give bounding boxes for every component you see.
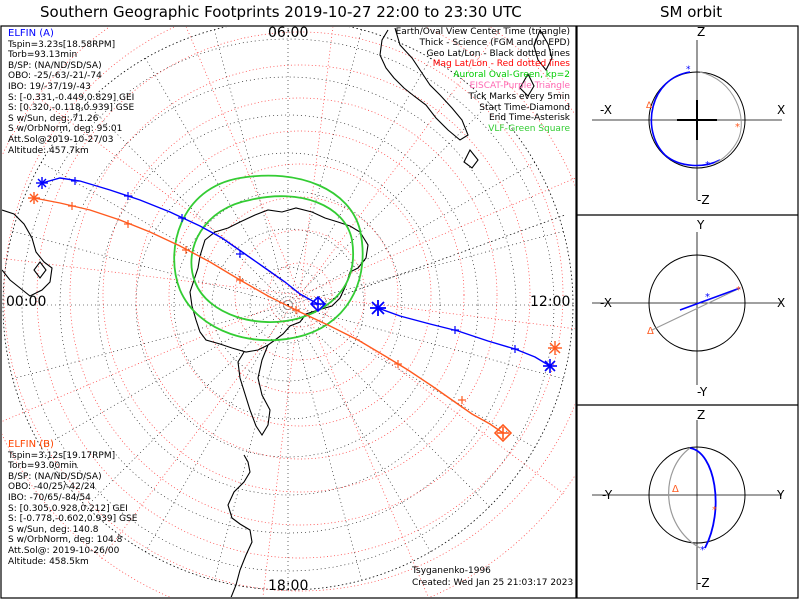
- elfin-b-line: IBO: -70/65/-84/54: [8, 492, 91, 503]
- svg-text:*: *: [736, 285, 741, 296]
- elfin-a-start-diamond: [309, 295, 327, 313]
- sm-panel-xy: Δ * *: [592, 232, 782, 385]
- sm1-left-label: -X: [600, 103, 612, 117]
- svg-text:*: *: [705, 292, 710, 303]
- sm3-right-label: Y: [777, 488, 785, 502]
- sm-panel-xz: * Δ * *: [592, 40, 782, 200]
- tasmania-coastline: [463, 148, 479, 169]
- svg-text:*: *: [712, 505, 717, 516]
- sm2-top-label: Y: [697, 218, 705, 232]
- sm2-left-label: -X: [600, 296, 612, 310]
- africa-coastline: [2, 209, 53, 297]
- svg-text:*: *: [705, 160, 710, 171]
- svg-text:*: *: [700, 545, 705, 556]
- auroral-oval-inner: [190, 195, 354, 323]
- legend-item: Earth/Oval View Center Time (triangle): [395, 27, 570, 37]
- elfin-a-end-asterisk-2: [543, 359, 557, 373]
- sm1-bottom-label: -Z: [697, 193, 710, 207]
- auroral-oval-outer: [173, 174, 364, 342]
- elfin-b-line: Tspin=3.12s[19.17RPM]: [8, 450, 116, 461]
- elfin-a-orbit-track-2: [377, 307, 551, 367]
- elfin-a-tick-marks: [71, 177, 519, 353]
- svg-text:*: *: [686, 65, 691, 75]
- time-label-bottom: 18:00: [268, 578, 309, 594]
- time-label-top: 06:00: [268, 25, 309, 41]
- sm-panel-yz: Δ * *: [592, 420, 782, 590]
- elfin-b-line: S: [0.305,0.928,0.212] GEI: [8, 503, 128, 514]
- elfin-a-line: Altitude: 457.7km: [8, 145, 89, 156]
- elfin-b-line: S w/Sun, deg: 140.8: [8, 524, 99, 535]
- elfin-b-orbit-track: [33, 197, 504, 434]
- credit-label: Tsyganenko-1996: [412, 566, 491, 576]
- legend-item: End Time-Asterisk: [488, 113, 570, 124]
- sm1-top-label: Z: [697, 25, 706, 39]
- elfin-b-start-asterisk: [28, 192, 40, 204]
- australia-coastline: [379, 27, 469, 141]
- sm2-right-label: X: [777, 296, 786, 310]
- new-zealand-coastline: [519, 28, 553, 97]
- elfin-a-line: S: [0.320,-0.118,0.939] GSE: [8, 103, 135, 114]
- elfin-b-line: OBO: -40/25/-42/24: [8, 482, 96, 493]
- elfin-a-start-asterisk: [36, 177, 48, 189]
- svg-text:*: *: [735, 122, 740, 133]
- elfin-b-line: Torb=93.00min: [8, 461, 78, 472]
- sm3-top-label: Z: [697, 408, 706, 422]
- elfin-a-name: ELFIN (A): [8, 28, 54, 39]
- legend-item: Thick - Science (FGM and/or EPD): [419, 37, 570, 48]
- elfin-a-line: B/SP: (NA/ND/SD/SA): [8, 60, 102, 71]
- elfin-a-line: S w/OrbNorm, deg: 95.01: [8, 124, 123, 135]
- antarctica-coastline: [189, 207, 369, 353]
- sm2-bottom-label: -Y: [697, 385, 708, 399]
- elfin-a-line: S w/Sun, deg: 71.26: [8, 113, 99, 124]
- peninsula-coastline: [237, 344, 271, 437]
- svg-text:Δ: Δ: [672, 484, 679, 495]
- legend-item: EISCAT-Purple Triangle: [469, 80, 570, 91]
- elfin-a-line: IBO: 19/-37/19/-43: [8, 81, 91, 92]
- time-label-left: 00:00: [6, 294, 47, 310]
- elfin-a-line: Tspin=3.23s[18.58RPM]: [8, 39, 116, 50]
- sm-orbit-title: SM orbit: [660, 3, 723, 21]
- elfin-b-line: S w/OrbNorm, deg: 104.8: [8, 535, 123, 546]
- map-legend: Earth/Oval View Center Time (triangle) T…: [396, 27, 570, 135]
- elfin-a-info: ELFIN (A) Tspin=3.23s[18.58RPM] Torb=93.…: [8, 28, 135, 156]
- sm1-right-label: X: [777, 103, 786, 117]
- elfin-a-orbit-track: [41, 177, 319, 305]
- elfin-a-line: Torb=93.13min: [8, 50, 78, 61]
- elfin-a-line: Att.Sol@2019-10-27/03: [8, 134, 114, 145]
- elfin-b-asterisk: [548, 341, 562, 355]
- svg-text:Δ: Δ: [647, 326, 654, 337]
- svg-text:Δ: Δ: [646, 101, 653, 111]
- time-label-right: 12:00: [530, 294, 571, 310]
- island-coastline: [33, 261, 47, 279]
- sm3-bottom-label: -Z: [697, 576, 710, 590]
- elfin-b-tick-marks: [68, 202, 466, 404]
- legend-item: Geo Lat/Lon - Black dotted lines: [426, 48, 570, 59]
- sm3-left-label: -Y: [602, 488, 613, 502]
- legend-item: Auroral Oval-Green, kp=2: [453, 70, 570, 81]
- south-america-coastline: [227, 454, 253, 597]
- legend-item: VLF-Green Square: [488, 124, 570, 135]
- elfin-b-info: ELFIN (B) Tspin=3.12s[19.17RPM] Torb=93.…: [8, 439, 138, 567]
- elfin-b-name: ELFIN (B): [8, 439, 54, 450]
- legend-item: Tick Marks every 5min: [468, 91, 570, 102]
- elfin-b-line: S: [-0.778,-0.602,0.939] GSE: [8, 514, 138, 525]
- legend-item: Mag Lat/Lon - Red dotted lines: [432, 59, 570, 70]
- elfin-a-line: OBO: -25/-63/-21/-74: [8, 71, 102, 82]
- elfin-b-line: Altitude: 458.5km: [8, 556, 89, 567]
- elfin-b-end-diamond: [493, 423, 513, 443]
- elfin-b-line: Att.Sol@: 2019-10-26/00: [8, 545, 120, 556]
- legend-item: Start Time-Diamond: [479, 102, 570, 113]
- map-title: Southern Geographic Footprints 2019-10-2…: [40, 3, 522, 21]
- mag-grid: [2, 27, 575, 597]
- elfin-b-line: B/SP: (NA/ND/SD/SA): [8, 471, 102, 482]
- created-label: Created: Wed Jan 25 21:03:17 2023: [412, 578, 574, 588]
- elfin-a-line: S: [-0.331,-0.449,0.829] GEI: [8, 92, 135, 103]
- elfin-a-end-asterisk: [370, 300, 386, 316]
